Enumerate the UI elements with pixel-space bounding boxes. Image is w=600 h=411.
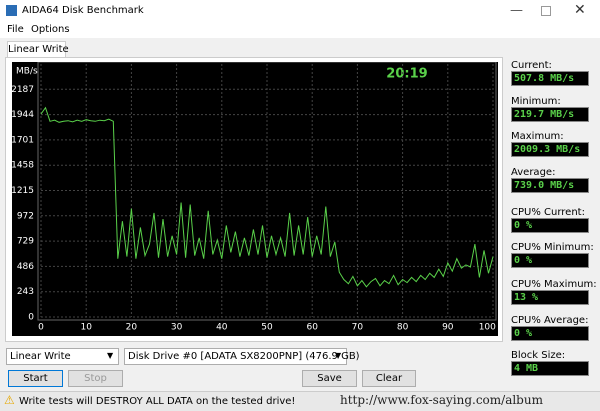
status-text: Write tests will DESTROY ALL DATA on the… <box>19 396 296 407</box>
stat-value: 0 % <box>511 326 589 341</box>
stat-label: Block Size: <box>511 350 566 361</box>
x-tick-label: 80 <box>397 323 409 333</box>
data-line <box>40 106 494 288</box>
y-axis-label: MB/s <box>16 67 38 77</box>
save-button[interactable]: Save <box>302 370 357 387</box>
x-tick-label: 60 <box>306 323 318 333</box>
chart: MB/s 20:19 0 243 486 729 972 1215 1458 1701 1944… <box>12 62 498 336</box>
stat-value: 2009.3 MB/s <box>511 142 589 157</box>
stat-label: CPU% Current: <box>511 207 585 218</box>
x-tick-label: 50 <box>261 323 273 333</box>
warning-icon: ⚠ <box>4 393 15 407</box>
chart-background <box>12 62 498 336</box>
stat-label: CPU% Average: <box>511 315 589 326</box>
y-tick-label: 243 <box>17 287 34 297</box>
stat-value: 4 MB <box>511 361 589 376</box>
start-button[interactable]: Start <box>8 370 63 387</box>
menu-bar <box>0 22 600 38</box>
stat-label: CPU% Minimum: <box>511 242 594 253</box>
clear-button[interactable]: Clear <box>362 370 416 387</box>
x-tick-label: 0 <box>38 323 44 333</box>
stat-value: 507.8 MB/s <box>511 71 589 86</box>
stat-value: 0 % <box>511 253 589 268</box>
plot-border <box>37 62 497 321</box>
x-tick-label: 20 <box>126 323 138 333</box>
y-tick-label: 2187 <box>12 85 34 95</box>
dropdown-arrow: ▼ <box>107 351 114 360</box>
x-tick-label: 90 <box>442 323 454 333</box>
x-tick-label: 70 <box>352 323 364 333</box>
menu-item[interactable]: File <box>7 24 24 35</box>
x-tick-label: 100 % <box>479 323 498 333</box>
app-icon <box>6 5 17 16</box>
status-bar <box>0 391 600 411</box>
maximize[interactable] <box>541 6 551 16</box>
stat-value: 0 % <box>511 218 589 233</box>
x-tick-label: 40 <box>216 323 228 333</box>
dropdown-arrow: ▼ <box>335 351 342 360</box>
stop-button[interactable]: Stop <box>68 370 123 387</box>
y-tick-label: 972 <box>17 211 34 221</box>
stat-label: CPU% Maximum: <box>511 279 597 290</box>
stat-value: 13 % <box>511 290 589 305</box>
test-select[interactable]: Linear Write <box>6 348 119 365</box>
watermark: http://www.fox-saying.com/album <box>340 393 543 407</box>
title-bar <box>0 0 600 22</box>
stat-value: 739.0 MB/s <box>511 178 589 193</box>
y-tick-label: 1458 <box>12 161 34 171</box>
window-title: AIDA64 Disk Benchmark <box>22 5 144 16</box>
y-tick-label: 0 <box>28 313 34 323</box>
minimize[interactable]: — <box>510 3 523 18</box>
x-tick-label: 30 <box>171 323 183 333</box>
y-tick-label: 1701 <box>12 135 34 145</box>
menu-item[interactable]: Options <box>31 24 70 35</box>
x-tick-label: 10 <box>80 323 92 333</box>
close[interactable]: ✕ <box>574 2 586 18</box>
y-tick-label: 1944 <box>12 110 34 120</box>
timer: 20:19 <box>386 67 427 82</box>
y-tick-label: 1215 <box>12 186 34 196</box>
stat-value: 219.7 MB/s <box>511 107 589 122</box>
stat-label: Minimum: <box>511 96 561 107</box>
stat-label: Maximum: <box>511 131 564 142</box>
stat-label: Average: <box>511 167 556 178</box>
y-tick-label: 486 <box>17 262 34 272</box>
drive-select[interactable]: Disk Drive #0 [ADATA SX8200PNP] (476.9 G… <box>124 348 360 365</box>
stat-label: Current: <box>511 60 552 71</box>
tab[interactable]: Linear Write <box>7 41 69 58</box>
y-tick-label: 729 <box>17 237 34 247</box>
